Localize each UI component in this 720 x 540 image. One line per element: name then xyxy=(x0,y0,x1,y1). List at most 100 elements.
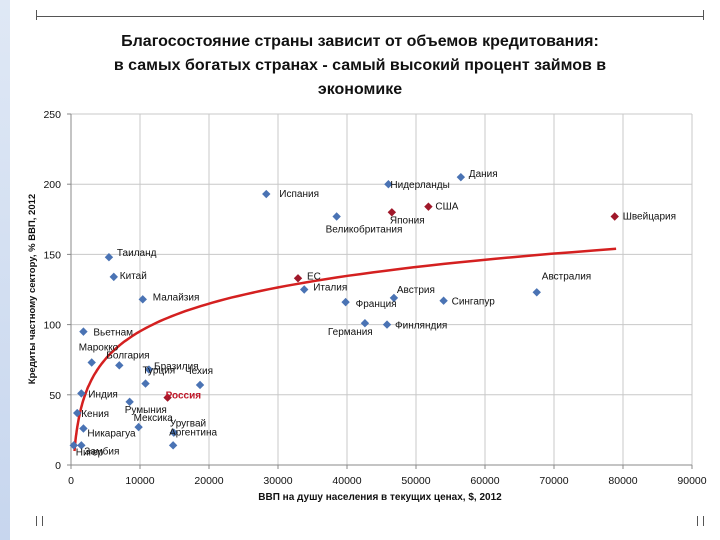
data-point xyxy=(134,422,143,432)
x-axis-label: ВВП на душу населения в текущих ценах, $… xyxy=(258,492,502,503)
chart-axes: 0 10000 20000 30000 40000 50000 60000 70000 8000… xyxy=(43,109,706,487)
data-point xyxy=(439,296,448,305)
data-label: Болгария xyxy=(106,350,149,361)
data-label: Дания xyxy=(469,169,498,180)
x-tick-label: 40000 xyxy=(332,475,361,487)
data-label: Уругвай xyxy=(170,419,206,430)
x-tick-label: 90000 xyxy=(677,475,706,487)
data-label: Испания xyxy=(279,189,319,200)
data-label: ЕС xyxy=(307,271,321,282)
data-points xyxy=(69,172,619,450)
data-label: Франция xyxy=(356,299,397,310)
data-point xyxy=(144,365,154,374)
data-point xyxy=(360,318,370,328)
frame-corner-mark xyxy=(703,10,704,20)
data-point xyxy=(109,272,118,282)
data-label: США xyxy=(435,202,458,213)
data-label: Румыния xyxy=(125,405,167,416)
chart-grid xyxy=(71,113,693,465)
data-point xyxy=(79,327,88,336)
trendline-group xyxy=(73,247,617,452)
data-label: Турция xyxy=(143,366,176,377)
data-point xyxy=(456,172,466,182)
data-point xyxy=(384,180,393,189)
y-tick-label: 0 xyxy=(55,460,61,472)
slide-title-line: Благосостояние страны зависит от объемов… xyxy=(121,33,599,50)
data-label: Швейцария xyxy=(623,212,676,223)
data-point xyxy=(168,441,178,450)
data-point xyxy=(79,424,88,433)
data-point xyxy=(69,441,78,450)
data-label: Япония xyxy=(390,215,425,226)
data-point xyxy=(141,379,150,388)
slide-title: Благосостояние страны зависит от объемов… xyxy=(80,30,640,102)
y-tick-label: 250 xyxy=(43,109,61,121)
x-tick-label: 70000 xyxy=(539,475,568,487)
data-point xyxy=(382,320,392,329)
x-tick-label: 50000 xyxy=(401,475,430,487)
data-point xyxy=(195,380,205,390)
data-label: Аргентина xyxy=(169,427,217,438)
data-label: Таиланд xyxy=(117,248,157,259)
data-point xyxy=(87,358,96,367)
x-tick-label: 80000 xyxy=(608,475,637,487)
data-label: Австралия xyxy=(542,271,591,282)
x-tick-label: 0 xyxy=(68,475,74,487)
data-label: Италия xyxy=(313,283,347,294)
data-point xyxy=(77,441,86,450)
data-point xyxy=(610,212,619,221)
slide-title-line: экономике xyxy=(317,81,403,98)
data-label: Россия xyxy=(166,391,202,402)
data-label: Австрия xyxy=(397,285,435,296)
data-point xyxy=(341,297,350,307)
data-point xyxy=(300,285,309,294)
slide-side-band xyxy=(0,0,10,540)
data-label: Замбия xyxy=(84,445,119,457)
data-point xyxy=(169,428,179,437)
data-point xyxy=(262,189,271,199)
y-axis-label: Кредиты частному сектору, % ВВП, 2012 xyxy=(27,194,38,384)
frame-corner-mark xyxy=(703,516,704,526)
data-label: Нидерланды xyxy=(390,180,449,191)
data-label: Финляндия xyxy=(395,321,447,332)
data-point xyxy=(73,408,82,418)
y-tick-label: 100 xyxy=(43,320,61,332)
data-label: Марокко xyxy=(79,343,119,354)
data-label: Нигер xyxy=(76,447,104,458)
data-label: Мексика xyxy=(134,413,174,424)
x-tick-label: 30000 xyxy=(263,475,292,487)
frame-corner-mark xyxy=(697,516,698,526)
x-tick-label: 10000 xyxy=(125,475,154,487)
data-point xyxy=(125,397,134,407)
data-label: Великобритания xyxy=(326,224,403,236)
data-point xyxy=(115,361,124,370)
slide-title-line: в самых богатых странах - самый высокий … xyxy=(113,57,607,74)
x-tick-label: 60000 xyxy=(470,475,499,487)
x-tick-label: 20000 xyxy=(194,475,223,487)
trendline xyxy=(73,247,617,452)
data-point xyxy=(163,393,172,402)
data-label: Никарагуа xyxy=(87,429,136,440)
data-label: Китай xyxy=(120,271,147,282)
data-label: Вьетнам xyxy=(93,328,133,339)
data-label: Сингапур xyxy=(452,297,496,308)
frame-corner-mark xyxy=(36,10,37,20)
data-point xyxy=(138,295,147,304)
data-point xyxy=(293,274,303,283)
data-label: Бразилия xyxy=(154,362,199,373)
y-tick-label: 50 xyxy=(49,390,61,402)
data-point xyxy=(424,202,433,211)
data-point xyxy=(104,253,114,262)
y-tick-label: 200 xyxy=(43,179,61,191)
data-label: Германия xyxy=(328,327,373,338)
data-point xyxy=(332,212,341,221)
data-label: Малайзия xyxy=(153,292,200,303)
data-point xyxy=(389,293,399,303)
data-label: Чехия xyxy=(185,366,213,377)
y-tick-label: 150 xyxy=(43,249,61,261)
data-label: Индия xyxy=(88,389,118,400)
data-point xyxy=(387,208,397,217)
frame-corner-mark xyxy=(42,516,43,526)
